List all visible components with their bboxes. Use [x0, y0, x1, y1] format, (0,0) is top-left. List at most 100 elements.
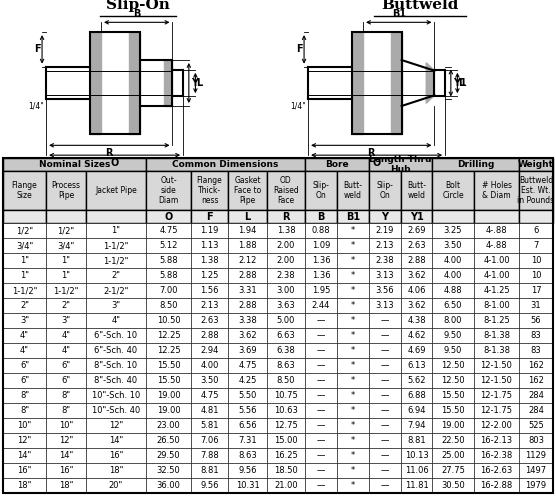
Text: 2.00: 2.00: [277, 256, 295, 265]
Text: 6": 6": [61, 361, 71, 370]
Bar: [191, 478, 228, 493]
Text: 6.88: 6.88: [407, 391, 426, 400]
Text: 4.38: 4.38: [407, 316, 426, 325]
Bar: [432, 403, 474, 418]
Text: 3": 3": [20, 316, 29, 325]
Bar: [228, 403, 267, 418]
Text: 4-.88: 4-.88: [486, 226, 507, 235]
Bar: [401, 298, 432, 313]
Text: —: —: [317, 406, 325, 415]
Text: —: —: [317, 391, 325, 400]
Bar: [191, 418, 228, 433]
Text: L: L: [196, 78, 202, 88]
Bar: [267, 268, 305, 283]
Text: 10.13: 10.13: [405, 451, 428, 460]
Bar: [474, 283, 519, 298]
Text: 3.50: 3.50: [200, 376, 219, 385]
Bar: [519, 158, 553, 171]
Text: O: O: [111, 158, 119, 168]
Text: Weight: Weight: [518, 160, 554, 169]
Text: 10.63: 10.63: [274, 406, 298, 415]
Text: 8.81: 8.81: [200, 466, 219, 475]
Text: 9.56: 9.56: [200, 481, 219, 490]
Text: 11.06: 11.06: [405, 466, 428, 475]
Text: 10: 10: [531, 256, 541, 265]
Bar: [432, 373, 474, 388]
Bar: [46, 298, 86, 313]
Bar: [353, 32, 401, 134]
Text: 16-2.13: 16-2.13: [480, 436, 513, 445]
Text: 25.00: 25.00: [441, 451, 465, 460]
Bar: [432, 343, 474, 358]
Bar: [46, 433, 86, 448]
Text: 7.06: 7.06: [200, 436, 219, 445]
Bar: [191, 210, 228, 223]
Text: 16-2.38: 16-2.38: [480, 451, 513, 460]
Bar: [3, 158, 553, 493]
Bar: [401, 268, 432, 283]
Text: 6": 6": [20, 376, 29, 385]
Bar: [228, 478, 267, 493]
Bar: [146, 238, 191, 253]
Text: *: *: [351, 391, 355, 400]
Text: *: *: [351, 376, 355, 385]
Polygon shape: [353, 32, 363, 134]
Bar: [305, 463, 337, 478]
Text: L: L: [245, 211, 251, 221]
Text: 4.75: 4.75: [239, 361, 257, 370]
Bar: [401, 283, 432, 298]
Text: 6.38: 6.38: [277, 346, 295, 355]
Text: 10"-Sch. 10: 10"-Sch. 10: [92, 391, 140, 400]
Bar: [86, 403, 146, 418]
Bar: [474, 343, 519, 358]
Text: 162: 162: [528, 361, 544, 370]
Bar: [337, 448, 369, 463]
Bar: [228, 313, 267, 328]
Bar: [267, 358, 305, 373]
Bar: [519, 238, 553, 253]
Text: 14": 14": [109, 436, 123, 445]
Text: 12.50: 12.50: [441, 361, 465, 370]
Text: 30.50: 30.50: [441, 481, 465, 490]
Bar: [86, 343, 146, 358]
Text: 2.88: 2.88: [238, 271, 257, 280]
Bar: [432, 313, 474, 328]
Text: 2.63: 2.63: [407, 241, 426, 250]
Bar: [401, 171, 432, 210]
Bar: [369, 403, 401, 418]
Text: 3.69: 3.69: [238, 346, 257, 355]
Text: Buttweld
Est. Wt.
in Pounds: Buttweld Est. Wt. in Pounds: [518, 175, 554, 205]
Bar: [46, 210, 86, 223]
Text: 16-2.88: 16-2.88: [480, 481, 513, 490]
Bar: [146, 253, 191, 268]
Bar: [305, 448, 337, 463]
Bar: [146, 268, 191, 283]
Text: 1.38: 1.38: [277, 226, 295, 235]
Bar: [474, 478, 519, 493]
Text: 1.56: 1.56: [200, 286, 219, 295]
Text: 8-1.38: 8-1.38: [483, 346, 510, 355]
Text: 4": 4": [112, 316, 121, 325]
Text: 1.38: 1.38: [200, 256, 219, 265]
Bar: [191, 328, 228, 343]
Bar: [146, 358, 191, 373]
Text: Y: Y: [381, 211, 389, 221]
Bar: [474, 298, 519, 313]
Bar: [474, 171, 519, 210]
Bar: [46, 313, 86, 328]
Text: 8.63: 8.63: [238, 451, 257, 460]
Text: 6"-Sch. 40: 6"-Sch. 40: [95, 346, 137, 355]
Bar: [401, 328, 432, 343]
Text: 3.50: 3.50: [444, 241, 462, 250]
Text: 0.88: 0.88: [312, 226, 330, 235]
Bar: [267, 283, 305, 298]
Bar: [369, 358, 401, 373]
Bar: [474, 328, 519, 343]
Text: 4-1.00: 4-1.00: [483, 271, 510, 280]
Text: 9.56: 9.56: [239, 466, 257, 475]
Bar: [146, 418, 191, 433]
Text: 8.63: 8.63: [277, 361, 295, 370]
Bar: [191, 373, 228, 388]
Text: 2.44: 2.44: [312, 301, 330, 310]
Bar: [86, 463, 146, 478]
